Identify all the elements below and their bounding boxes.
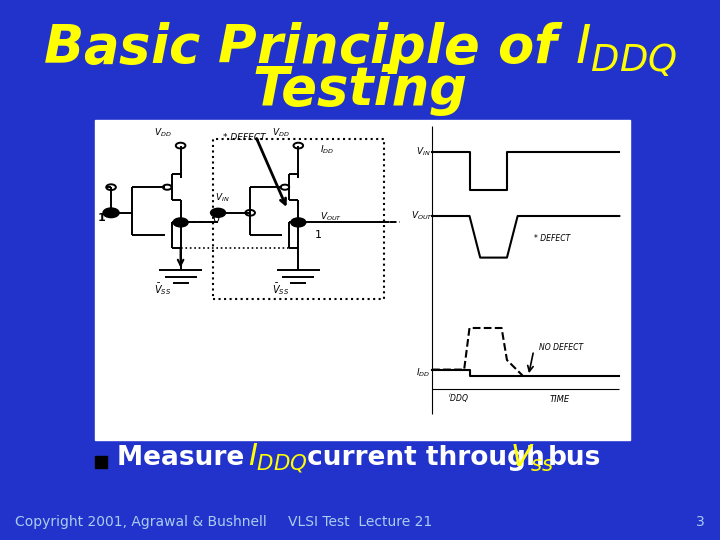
Text: $V_{DD}$: $V_{DD}$ (271, 127, 289, 139)
Circle shape (210, 208, 225, 217)
Text: bus: bus (548, 445, 601, 471)
Bar (95, 120, 630, 440)
Text: $V_{OUT}$: $V_{OUT}$ (320, 210, 342, 222)
Text: $^iDDQ$: $^iDDQ$ (448, 391, 469, 404)
Text: $\bar{V}_{SS}$: $\bar{V}_{SS}$ (154, 281, 171, 296)
Text: 1: 1 (315, 230, 321, 240)
Text: $V_{IN}$: $V_{IN}$ (215, 191, 230, 204)
Text: * DEFECT: * DEFECT (223, 133, 266, 142)
Circle shape (173, 218, 188, 227)
Text: $\mathit{I}_{DDQ}$: $\mathit{I}_{DDQ}$ (248, 441, 308, 475)
Text: TIME: TIME (550, 395, 570, 403)
Text: $\mathit{V}_{ss}$: $\mathit{V}_{ss}$ (510, 442, 554, 474)
Text: 1: 1 (98, 213, 105, 222)
Circle shape (291, 218, 306, 227)
Text: Copyright 2001, Agrawal & Bushnell: Copyright 2001, Agrawal & Bushnell (15, 515, 266, 529)
Text: $I_{DD}$: $I_{DD}$ (320, 143, 334, 156)
Text: $V_{DD}$: $V_{DD}$ (154, 127, 171, 139)
Bar (95, 456, 107, 468)
Text: NO DEFECT: NO DEFECT (539, 343, 583, 352)
Text: 3: 3 (696, 515, 705, 529)
Text: $\bar{V}_{SS}$: $\bar{V}_{SS}$ (271, 281, 289, 296)
Text: Testing: Testing (253, 64, 467, 116)
Text: $V_{IN}$: $V_{IN}$ (416, 146, 431, 158)
Text: $V_{OUT}$: $V_{OUT}$ (410, 210, 433, 222)
Text: 0: 0 (212, 214, 220, 224)
Text: $I_{DD}$: $I_{DD}$ (416, 367, 430, 379)
Text: VLSI Test  Lecture 21: VLSI Test Lecture 21 (288, 515, 432, 529)
Text: Basic Principle of $\mathit{I}_{DDQ}$: Basic Principle of $\mathit{I}_{DDQ}$ (43, 21, 677, 79)
Text: current through: current through (298, 445, 554, 471)
Text: Measure: Measure (117, 445, 253, 471)
Text: * DEFECT: * DEFECT (534, 234, 570, 243)
Circle shape (103, 208, 119, 218)
Bar (212, 139, 384, 299)
